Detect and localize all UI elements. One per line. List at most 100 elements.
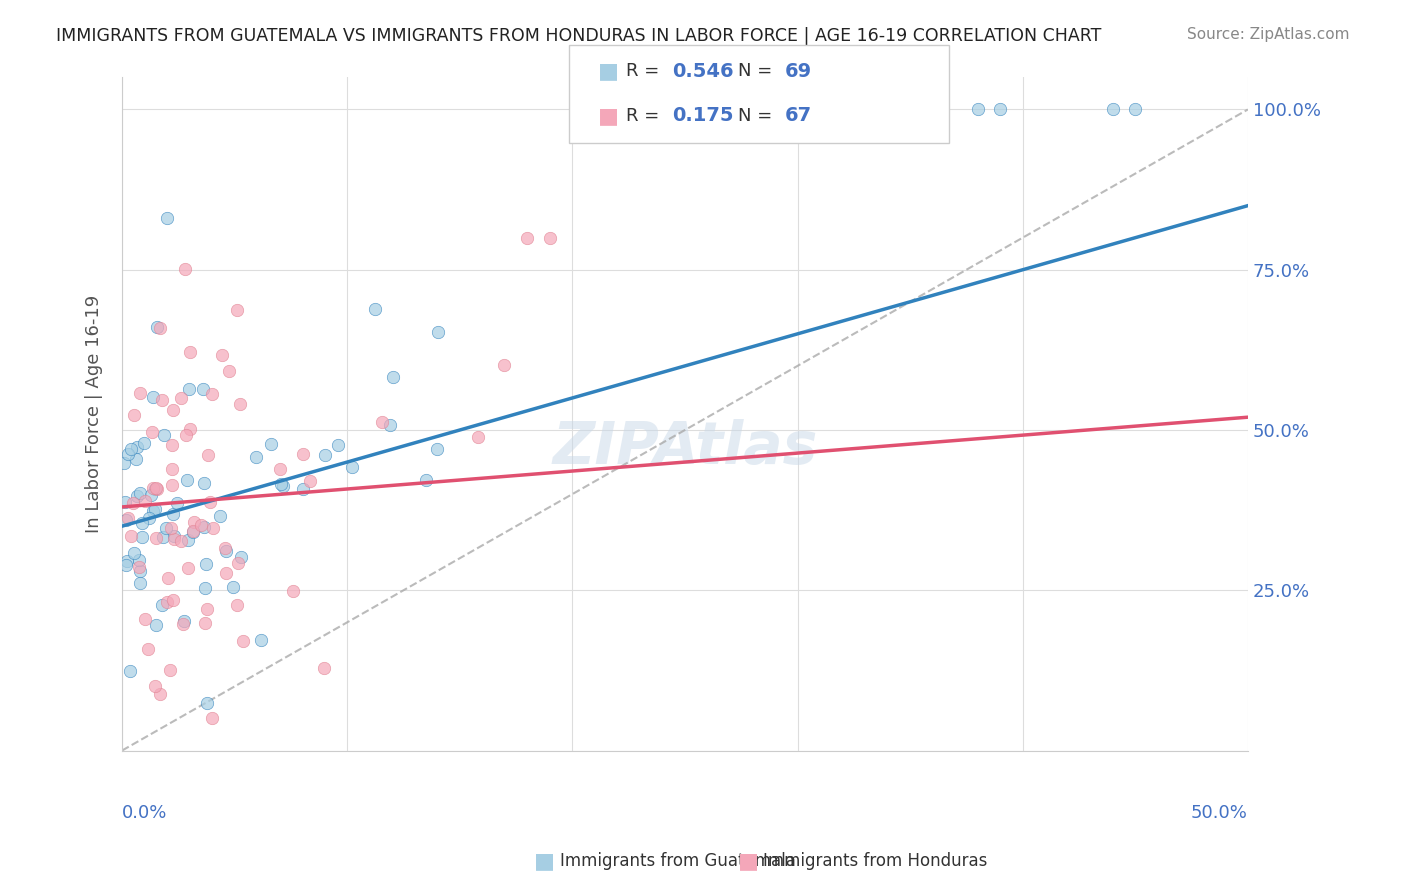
Point — [127, 440, 149, 454]
Point — [129, 564, 152, 578]
Text: 50.0%: 50.0% — [1191, 805, 1249, 822]
Point — [249, 632, 271, 647]
Point — [114, 495, 136, 509]
Point — [194, 616, 217, 631]
Point — [170, 391, 193, 405]
Point — [260, 437, 283, 451]
Point — [160, 438, 183, 452]
Point — [229, 549, 252, 564]
Point — [159, 521, 181, 535]
Point — [162, 593, 184, 607]
Text: Immigrants from Guatemala: Immigrants from Guatemala — [560, 852, 796, 870]
Point — [1101, 103, 1123, 117]
Point — [120, 665, 142, 679]
Point — [134, 612, 156, 626]
Point — [191, 383, 214, 397]
Point — [214, 541, 236, 556]
Point — [226, 557, 249, 571]
Text: R =: R = — [626, 62, 665, 80]
Point — [195, 558, 218, 572]
Point — [177, 533, 200, 547]
Point — [201, 521, 224, 535]
Point — [152, 531, 174, 545]
Text: 0.175: 0.175 — [672, 106, 734, 126]
Point — [139, 488, 162, 502]
Point — [142, 503, 165, 517]
Point — [222, 580, 245, 594]
Text: N =: N = — [738, 107, 778, 125]
Y-axis label: In Labor Force | Age 16-19: In Labor Force | Age 16-19 — [86, 295, 103, 533]
Point — [152, 393, 174, 408]
Point — [966, 103, 988, 117]
Point — [516, 230, 538, 244]
Point — [163, 532, 186, 546]
Point — [132, 435, 155, 450]
Point — [176, 427, 198, 442]
Point — [129, 385, 152, 400]
Point — [142, 390, 165, 404]
Point — [156, 211, 179, 226]
Point — [131, 516, 153, 530]
Text: N =: N = — [738, 62, 778, 80]
Point — [492, 358, 515, 372]
Point — [218, 364, 240, 378]
Point — [538, 230, 561, 244]
Point — [215, 566, 238, 581]
Point — [198, 495, 221, 509]
Point — [201, 711, 224, 725]
Point — [271, 479, 294, 493]
Point — [162, 403, 184, 417]
Text: ■: ■ — [534, 851, 555, 871]
Text: ■: ■ — [598, 106, 619, 126]
Point — [193, 519, 215, 533]
Point — [127, 489, 149, 503]
Point — [415, 474, 437, 488]
Point — [143, 482, 166, 496]
Point — [467, 429, 489, 443]
Point — [195, 602, 218, 616]
Point — [122, 496, 145, 510]
Point — [156, 571, 179, 585]
Point — [117, 447, 139, 461]
Point — [194, 581, 217, 595]
Point — [117, 511, 139, 525]
Point — [115, 513, 138, 527]
Point — [138, 511, 160, 525]
Point — [340, 459, 363, 474]
Point — [149, 688, 172, 702]
Point — [173, 261, 195, 276]
Point — [363, 302, 385, 317]
Point — [173, 614, 195, 628]
Point — [160, 462, 183, 476]
Point — [145, 481, 167, 495]
Point — [215, 543, 238, 558]
Text: R =: R = — [626, 107, 665, 125]
Text: Immigrants from Honduras: Immigrants from Honduras — [763, 852, 988, 870]
Point — [129, 575, 152, 590]
Point — [156, 595, 179, 609]
Point — [145, 618, 167, 632]
Point — [211, 348, 233, 362]
Point — [312, 661, 335, 675]
Point — [183, 515, 205, 529]
Point — [120, 442, 142, 456]
Text: ZIPAtlas: ZIPAtlas — [553, 419, 818, 476]
Point — [129, 486, 152, 500]
Point — [190, 517, 212, 532]
Point — [269, 462, 291, 476]
Point — [170, 533, 193, 548]
Text: 69: 69 — [785, 62, 811, 81]
Point — [281, 583, 304, 598]
Point — [115, 558, 138, 572]
Point — [193, 475, 215, 490]
Point — [112, 456, 135, 470]
Point — [201, 387, 224, 401]
Point — [153, 427, 176, 442]
Point — [197, 448, 219, 462]
Point — [142, 481, 165, 495]
Point — [298, 474, 321, 488]
Point — [176, 473, 198, 487]
Point — [314, 448, 336, 462]
Point — [155, 521, 177, 535]
Point — [292, 447, 315, 461]
